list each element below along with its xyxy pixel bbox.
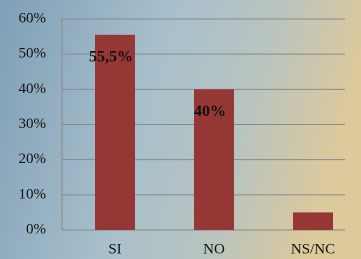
x-tick-label: NO bbox=[203, 241, 225, 257]
y-tick-label: 20% bbox=[19, 151, 47, 167]
y-tick-label: 0% bbox=[26, 221, 46, 237]
bar bbox=[293, 212, 333, 230]
value-label: 40% bbox=[194, 103, 226, 120]
value-label: 55,5% bbox=[89, 48, 133, 65]
x-tick-label: SI bbox=[108, 241, 121, 257]
x-tick-label: NS/NC bbox=[291, 241, 335, 257]
chart: 0% 10% 20% 30% 40% 50% 60% SI 55,5% NO 40% NS/NC bbox=[0, 0, 361, 259]
y-tick-label: 50% bbox=[19, 46, 47, 62]
y-tick-label: 60% bbox=[19, 10, 47, 26]
page: {"chart_data": {"type": "bar", "categori… bbox=[0, 0, 361, 259]
y-tick-label: 10% bbox=[19, 186, 47, 202]
y-tick-label: 40% bbox=[19, 81, 47, 97]
y-tick-label: 30% bbox=[19, 116, 47, 132]
